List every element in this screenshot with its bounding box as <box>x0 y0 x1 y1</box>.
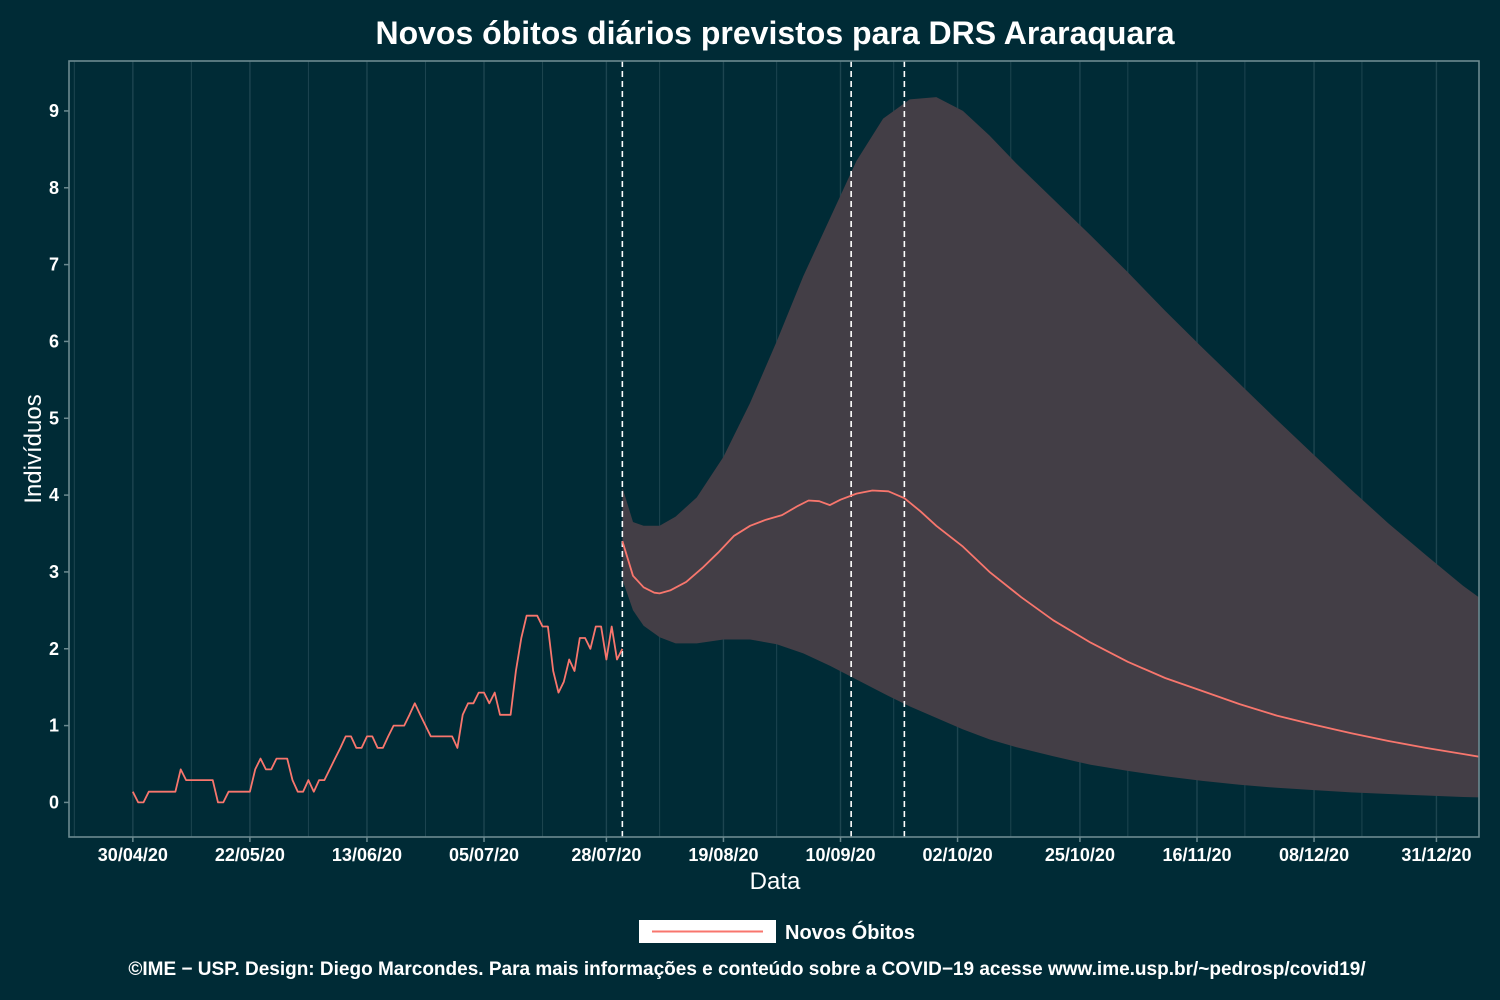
forecast-band <box>622 97 1479 798</box>
y-tick-labels: 0 1 2 3 4 5 6 7 8 9 <box>49 101 59 812</box>
y-tick-label: 7 <box>49 255 59 275</box>
x-tick-label: 02/10/20 <box>923 845 993 865</box>
y-tick-label: 1 <box>49 716 59 736</box>
y-tick-label: 0 <box>49 792 59 812</box>
x-axis-title: Data <box>750 868 801 895</box>
x-tick-labels: 30/04/20 22/05/20 13/06/20 05/07/20 28/07/20… <box>98 845 1472 865</box>
caption: ©IME − USP. Design: Diego Marcondes. Par… <box>128 959 1366 980</box>
plot-border <box>68 60 1480 838</box>
x-tick-label: 05/07/20 <box>449 845 519 865</box>
x-tick-label: 13/06/20 <box>332 845 402 865</box>
x-tick-label: 10/09/20 <box>805 845 875 865</box>
x-tick-label: 19/08/20 <box>688 845 758 865</box>
legend-label: Novos Óbitos <box>785 920 915 944</box>
y-tick-label: 5 <box>49 408 59 428</box>
forecast-line <box>621 489 1479 758</box>
chart-title: Novos óbitos diários previstos para DRS … <box>375 15 1174 51</box>
axes-group <box>64 60 1480 842</box>
y-tick-label: 8 <box>49 178 59 198</box>
legend: Novos Óbitos <box>639 920 915 944</box>
y-tick-label: 6 <box>49 331 59 351</box>
y-tick-label: 4 <box>49 485 59 505</box>
y-axis-title: Indivíduos <box>20 394 47 503</box>
series-lines-group <box>131 489 1479 804</box>
x-tick-label: 25/10/20 <box>1045 845 1115 865</box>
x-tick-label: 22/05/20 <box>215 845 285 865</box>
y-tick-label: 3 <box>49 562 59 582</box>
observed-line <box>131 614 624 804</box>
x-tick-label: 30/04/20 <box>98 845 168 865</box>
x-tick-label: 28/07/20 <box>571 845 641 865</box>
x-tick-label: 08/12/20 <box>1279 845 1349 865</box>
y-tick-label: 9 <box>49 101 59 121</box>
y-tick-label: 2 <box>49 639 59 659</box>
forecast-band-group <box>622 97 1479 798</box>
x-tick-label: 31/12/20 <box>1401 845 1471 865</box>
x-tick-label: 16/11/20 <box>1162 845 1231 865</box>
